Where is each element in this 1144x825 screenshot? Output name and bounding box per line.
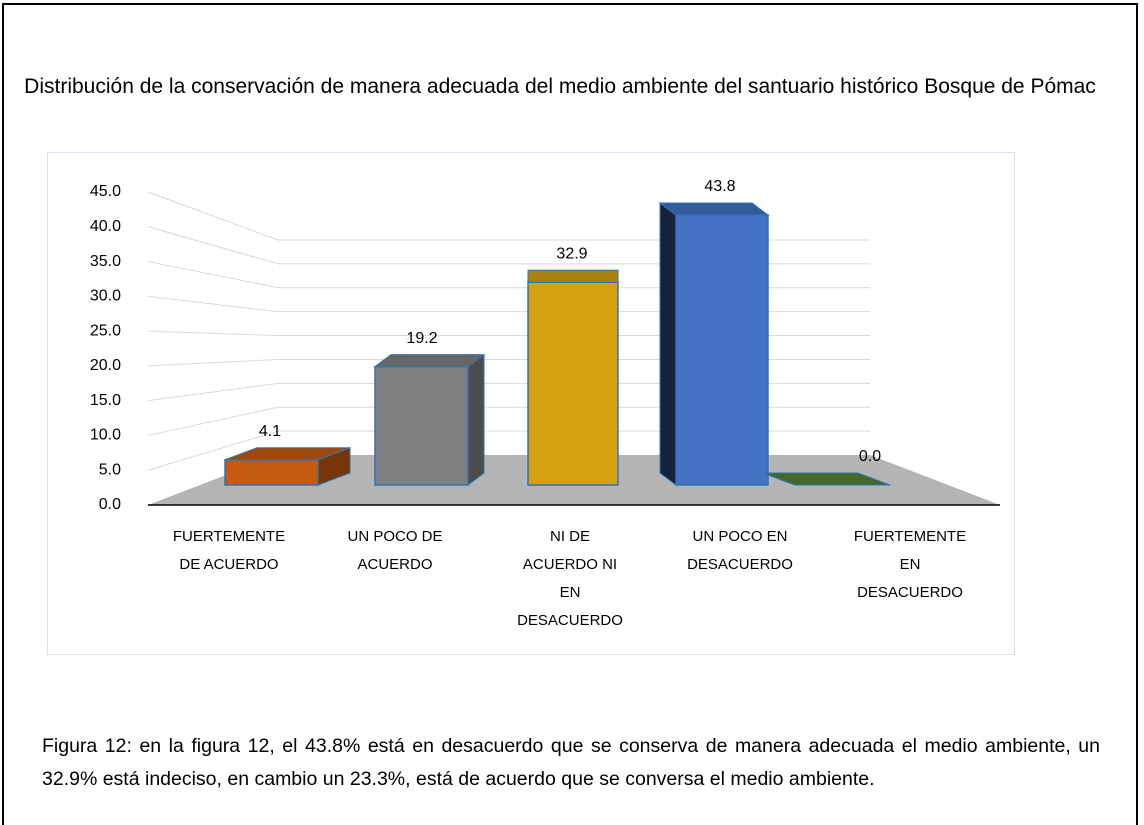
y-tick-label: 30.0 (90, 288, 121, 305)
bar-top (224, 447, 351, 461)
data-label: 43.8 (704, 178, 735, 195)
data-label: 19.2 (406, 330, 437, 347)
bar (675, 214, 769, 486)
data-label: 4.1 (259, 423, 281, 440)
bar-top (373, 354, 486, 368)
caption: Figura 12: en la figura 12, el 43.8% est… (42, 735, 1100, 790)
data-label: 32.9 (556, 245, 587, 262)
x-tick-label: FUERTEMENTE DE ACUERDO (172, 528, 286, 573)
y-tick-label: 20.0 (90, 357, 121, 374)
bar-side (467, 353, 485, 486)
bar (527, 281, 619, 486)
y-tick-label: 45.0 (90, 183, 121, 200)
y-tick-label: 15.0 (90, 392, 121, 409)
bar-top (527, 269, 619, 283)
bar (374, 365, 469, 486)
bar-side (659, 202, 677, 486)
plot-area (47, 152, 1015, 655)
x-tick-label: UN POCO DE ACUERDO (347, 528, 443, 573)
bar (224, 458, 319, 486)
chart-title: Distribución de la conservación de maner… (24, 75, 1096, 98)
y-tick-label: 25.0 (90, 322, 121, 339)
x-tick-label: FUERTEMENTE EN DESACUERDO (853, 528, 967, 601)
document-frame (2, 3, 1138, 825)
bar-top (762, 472, 891, 486)
x-tick-label: NI DE ACUERDO NI EN DESACUERDO (517, 528, 623, 629)
y-tick-label: 10.0 (90, 427, 121, 444)
y-tick-label: 35.0 (90, 253, 121, 270)
y-tick-label: 5.0 (99, 461, 121, 478)
x-tick-label: UN POCO EN DESACUERDO (687, 528, 793, 573)
bar-top (658, 202, 770, 216)
data-label: 0.0 (859, 448, 881, 465)
y-tick-label: 40.0 (90, 218, 121, 235)
y-tick-label: 0.0 (99, 496, 121, 513)
